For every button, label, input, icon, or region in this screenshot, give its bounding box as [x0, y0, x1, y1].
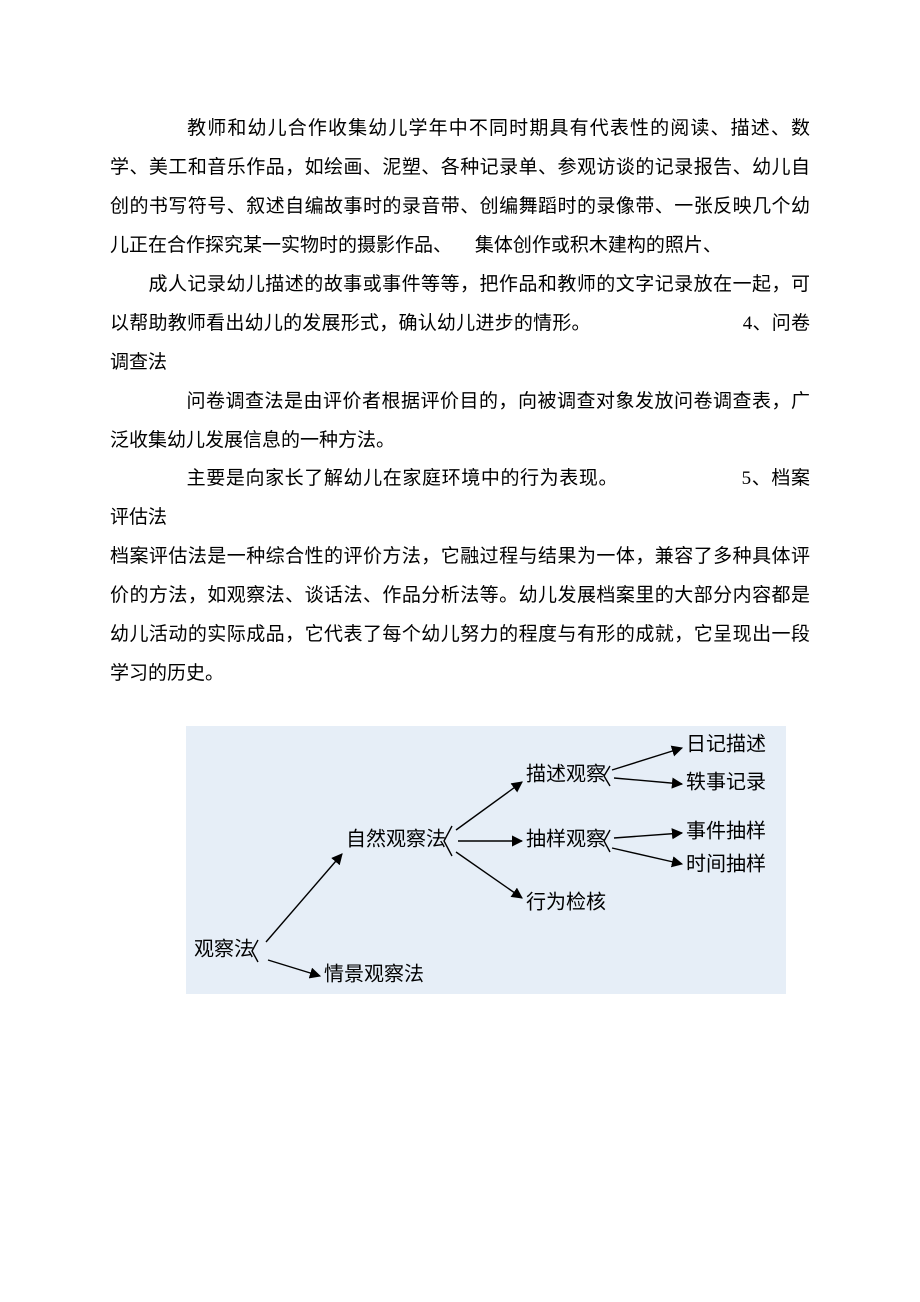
tree-node-root: 观察法 [194, 938, 254, 961]
tree-node-n_time: 时间抽样 [686, 853, 766, 876]
tree-node-n_samp: 抽样观察 [526, 828, 606, 851]
text: 主要是向家长了解幼儿在家庭环境中的行为表现。 [186, 468, 618, 489]
tree-svg: 观察法 自然观察法情景观察法 描述观察抽样观察行为检核 日记描述轶事记录事件抽样时间抽… [186, 726, 786, 1006]
text: 成人记录幼儿描述的故事或事件等等，把作品和教师的文字记录放在一起，可以帮助教师看… [110, 274, 810, 334]
paragraph-2: 成人记录幼儿描述的故事或事件等等，把作品和教师的文字记录放在一起，可以帮助教师看… [110, 266, 810, 383]
tree-node-n_scn: 情景观察法 [324, 963, 424, 986]
paragraph-3: 问卷调查法是由评价者根据评价目的，向被调查对象发放问卷调查表，广泛收集幼儿发展信… [110, 383, 810, 461]
observation-method-tree-diagram: 观察法 自然观察法情景观察法 描述观察抽样观察行为检核 日记描述轶事记录事件抽样时间抽… [186, 726, 810, 1021]
document-page: 教师和幼儿合作收集幼儿学年中不同时期具有代表性的阅读、描述、数学、美工和音乐作品… [0, 0, 920, 1302]
text: 问卷调查法是由评价者根据评价目的，向被调查对象发放问卷调查表，广泛收集幼儿发展信… [110, 391, 810, 451]
tree-node-n_diary: 日记描述 [686, 733, 766, 756]
text: 集体创作或积木建构的照片、 [475, 235, 722, 256]
paragraph-4: 主要是向家长了解幼儿在家庭环境中的行为表现。5、档案评估法 [110, 460, 810, 538]
tree-node-n_nat: 自然观察法 [346, 828, 446, 851]
paragraph-5: 档案评估法是一种综合性的评价方法，它融过程与结果为一体，兼容了多种具体评价的方法… [110, 538, 810, 694]
tree-node-n_evt: 事件抽样 [686, 820, 766, 843]
paragraph-1: 教师和幼儿合作收集幼儿学年中不同时期具有代表性的阅读、描述、数学、美工和音乐作品… [110, 110, 810, 266]
tree-node-n_desc: 描述观察 [526, 763, 606, 786]
text: 档案评估法是一种综合性的评价方法，它融过程与结果为一体，兼容了多种具体评价的方法… [110, 546, 810, 684]
tree-node-n_anec: 轶事记录 [686, 771, 766, 794]
tree-node-n_beh: 行为检核 [526, 891, 606, 914]
